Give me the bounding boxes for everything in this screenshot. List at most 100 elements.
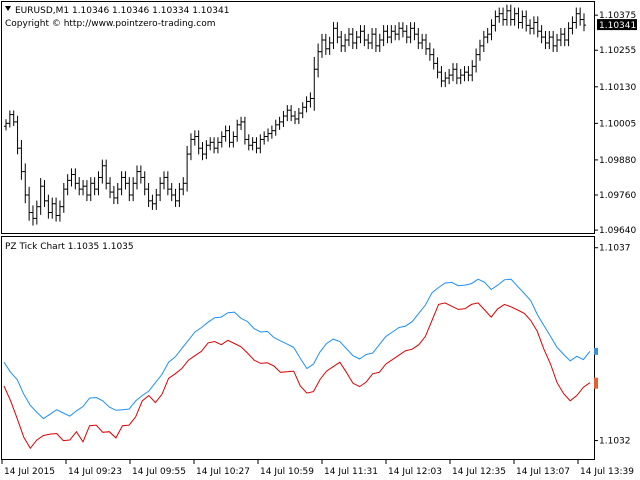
axis-tick-label: 1.09880 <box>599 156 636 166</box>
ask-end-marker <box>594 347 598 355</box>
ohlc-bar <box>393 25 398 41</box>
ohlc-bar <box>408 22 413 44</box>
axis-tick-label: 1.10130 <box>599 83 636 93</box>
axis-tick-label: 1.1037 <box>599 244 631 254</box>
ohlc-bar <box>215 137 220 154</box>
ohlc-bar <box>366 33 371 50</box>
axis-tick-label: 1.10375 <box>599 11 636 21</box>
ohlc-bar <box>88 177 93 202</box>
ohlc-bar <box>539 25 544 44</box>
ohlc-bar <box>431 48 436 70</box>
ohlc-bar <box>497 7 502 23</box>
time-tick-label: 14 Jul 10:59 <box>260 467 314 477</box>
indicator-pane[interactable]: PZ Tick Chart 1.1035 1.1035 1.1037 1.1032 <box>1 236 631 460</box>
ohlc-bar <box>19 140 24 180</box>
ohlc-bar <box>212 137 217 154</box>
ohlc-bar <box>92 177 97 196</box>
ohlc-bar <box>192 130 197 146</box>
ohlc-bar <box>308 92 313 108</box>
ohlc-bar <box>4 119 8 131</box>
ohlc-bar <box>319 33 324 58</box>
ohlc-bar <box>447 68 452 85</box>
ohlc-bar <box>127 177 132 202</box>
ohlc-bar <box>412 22 417 41</box>
price-bars <box>4 4 586 226</box>
ohlc-bar <box>73 168 78 190</box>
ohlc-bar <box>46 194 51 219</box>
ohlc-bar <box>239 116 244 130</box>
bid-end-marker <box>594 377 598 389</box>
time-axis: 14 Jul 2015 14 Jul 09:23 14 Jul 09:55 14 Ju… <box>1 460 634 477</box>
ohlc-bar <box>219 131 224 148</box>
ohlc-bar <box>208 137 213 151</box>
ohlc-bar <box>293 110 297 125</box>
ohlc-bar <box>100 159 105 184</box>
ohlc-bar <box>381 25 386 47</box>
ohlc-bar <box>501 7 506 26</box>
ohlc-bar <box>470 60 475 82</box>
ohlc-bar <box>285 105 290 122</box>
symbol-info: EURUSD,M1 1.10346 1.10346 1.10334 1.1034… <box>15 6 229 16</box>
ohlc-bar <box>188 133 193 161</box>
ohlc-bar <box>281 110 286 128</box>
ask-line <box>3 278 591 420</box>
ohlc-bar <box>108 177 113 199</box>
ohlc-bar <box>343 33 348 53</box>
current-price-tag-bg <box>597 19 637 31</box>
ohlc-bar <box>185 145 190 192</box>
ohlc-bar <box>528 19 533 35</box>
ohlc-bar <box>420 33 425 50</box>
ohlc-bar <box>119 171 124 196</box>
ohlc-bar <box>196 130 201 155</box>
ohlc-bar <box>566 22 571 47</box>
current-price-tag-label: 1.10341 <box>599 21 636 31</box>
ohlc-bar <box>111 185 116 205</box>
current-price-tag: 1.10341 <box>597 19 637 31</box>
ohlc-bar <box>373 28 378 53</box>
time-tick-label: 14 Jul 10:27 <box>196 467 250 477</box>
main-pane[interactable]: 1.10375 1.10255 1.10130 1.10005 1.09880 1.097… <box>1 1 638 237</box>
ohlc-bar <box>277 116 282 130</box>
ohlc-bar <box>11 110 16 126</box>
ohlc-bar <box>57 200 62 222</box>
ohlc-bar <box>458 68 463 85</box>
ohlc-bar <box>543 30 548 50</box>
ohlc-bar <box>200 142 205 161</box>
ohlc-bar <box>61 182 66 213</box>
ohlc-bar <box>258 134 263 154</box>
ohlc-bar <box>377 33 382 53</box>
ohlc-bar <box>84 180 89 202</box>
time-tick-label: 14 Jul 2015 <box>4 467 55 477</box>
ohlc-bar <box>339 30 344 53</box>
ohlc-bar <box>115 182 120 205</box>
ohlc-bar <box>173 188 178 207</box>
axis-tick-label: 1.1032 <box>599 437 631 447</box>
ohlc-bar <box>524 10 529 32</box>
ohlc-bar <box>400 22 405 38</box>
ohlc-bar <box>397 22 402 41</box>
ohlc-bar <box>474 48 479 73</box>
ohlc-bar <box>266 128 271 142</box>
ohlc-bar <box>520 10 525 29</box>
ohlc-bar <box>235 119 240 142</box>
main-price-axis: 1.10375 1.10255 1.10130 1.10005 1.09880 1.097… <box>594 11 636 236</box>
ohlc-bar <box>312 56 317 111</box>
ohlc-bar <box>161 171 166 190</box>
ohlc-bar <box>570 16 575 35</box>
ohlc-bar <box>304 96 309 113</box>
ohlc-bar <box>424 33 429 55</box>
ohlc-bar <box>104 159 109 190</box>
ohlc-bar <box>42 180 47 207</box>
ohlc-bar <box>38 178 43 215</box>
time-tick-label: 14 Jul 12:03 <box>388 467 442 477</box>
ohlc-bar <box>30 205 35 226</box>
ohlc-bar <box>578 7 583 26</box>
symbol-header: EURUSD,M1 1.10346 1.10346 1.10334 1.1034… <box>5 6 229 29</box>
axis-tick-label: 1.10005 <box>599 119 636 129</box>
dropdown-arrow-icon[interactable] <box>5 6 11 11</box>
indicator-price-axis: 1.1037 1.1032 <box>594 244 631 447</box>
ohlc-bar <box>269 125 274 139</box>
ohlc-bar <box>562 28 567 47</box>
time-tick-label: 14 Jul 13:39 <box>580 467 634 477</box>
